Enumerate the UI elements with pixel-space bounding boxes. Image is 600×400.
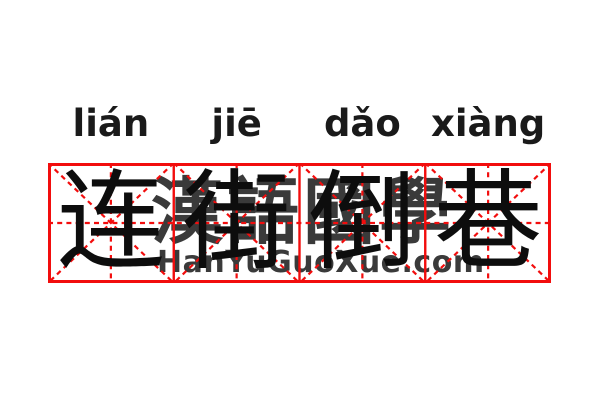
hanzi-character-3: 倒	[308, 160, 417, 285]
watermark-cjk-text: 漢語國學	[151, 169, 456, 254]
watermark-site-text: HanYuGuoXue.com	[157, 245, 485, 280]
pinyin-syllable-1: lián	[72, 102, 150, 145]
hanzi-row: 连 街 倒 巷	[48, 163, 551, 283]
pinyin-syllable-2: jiē	[211, 102, 262, 145]
pinyin-syllable-3: dǎo	[323, 102, 401, 145]
hanzi-character-2: 街	[182, 160, 291, 285]
pinyin-syllable-4: xiàng	[430, 102, 546, 145]
character-practice-grid	[48, 163, 551, 283]
pinyin-row: lián jiē dǎo xiàng	[48, 100, 551, 148]
hanzi-character-1: 连	[56, 160, 165, 285]
hanzi-character-4: 巷	[434, 160, 543, 285]
